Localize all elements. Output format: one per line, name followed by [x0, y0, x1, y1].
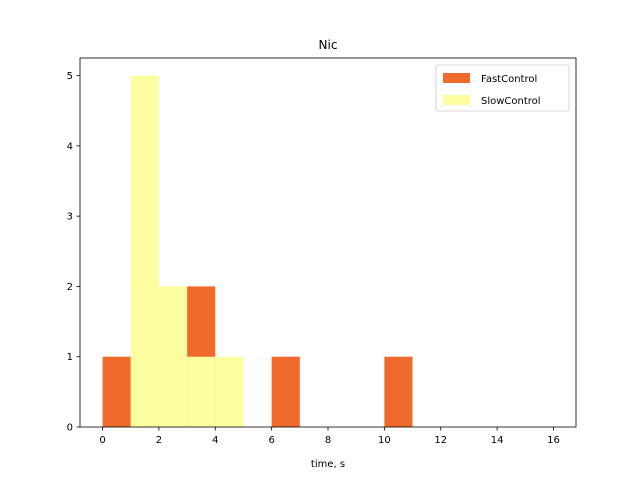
legend-swatch-fastcontrol	[443, 73, 470, 83]
bar-slowcontrol-4	[215, 356, 244, 427]
x-tick-label-10: 10	[378, 435, 391, 446]
x-tick-label-2: 2	[156, 435, 162, 446]
bars-group	[102, 75, 413, 428]
y-tick-label-1: 1	[67, 352, 73, 363]
bar-fastcontrol-10	[384, 356, 413, 427]
x-tick-label-8: 8	[325, 435, 331, 446]
bar-slowcontrol-3	[187, 356, 216, 427]
y-tick-label-0: 0	[67, 423, 73, 434]
y-tick-label-4: 4	[67, 141, 73, 152]
bar-slowcontrol-1	[130, 75, 159, 428]
x-tick-label-14: 14	[491, 435, 504, 446]
x-tick-label-12: 12	[434, 435, 447, 446]
legend: FastControl SlowControl	[435, 64, 570, 112]
y-tick-label-3: 3	[67, 212, 73, 223]
y-tick-label-2: 2	[67, 282, 73, 293]
x-tick-label-6: 6	[268, 435, 274, 446]
legend-label-fastcontrol: FastControl	[481, 74, 537, 85]
legend-label-slowcontrol: SlowControl	[481, 96, 541, 107]
bar-slowcontrol-2	[158, 286, 188, 427]
x-axis-label: time, s	[311, 459, 345, 470]
x-tick-label-4: 4	[212, 435, 218, 446]
bar-fastcontrol-0	[102, 356, 131, 427]
legend-swatch-slowcontrol	[443, 95, 470, 105]
x-tick-label-0: 0	[99, 435, 105, 446]
y-tick-label-5: 5	[67, 71, 73, 82]
x-tick-label-16: 16	[547, 435, 560, 446]
bar-fastcontrol-6	[271, 356, 300, 427]
chart-title: Nic	[319, 38, 338, 52]
